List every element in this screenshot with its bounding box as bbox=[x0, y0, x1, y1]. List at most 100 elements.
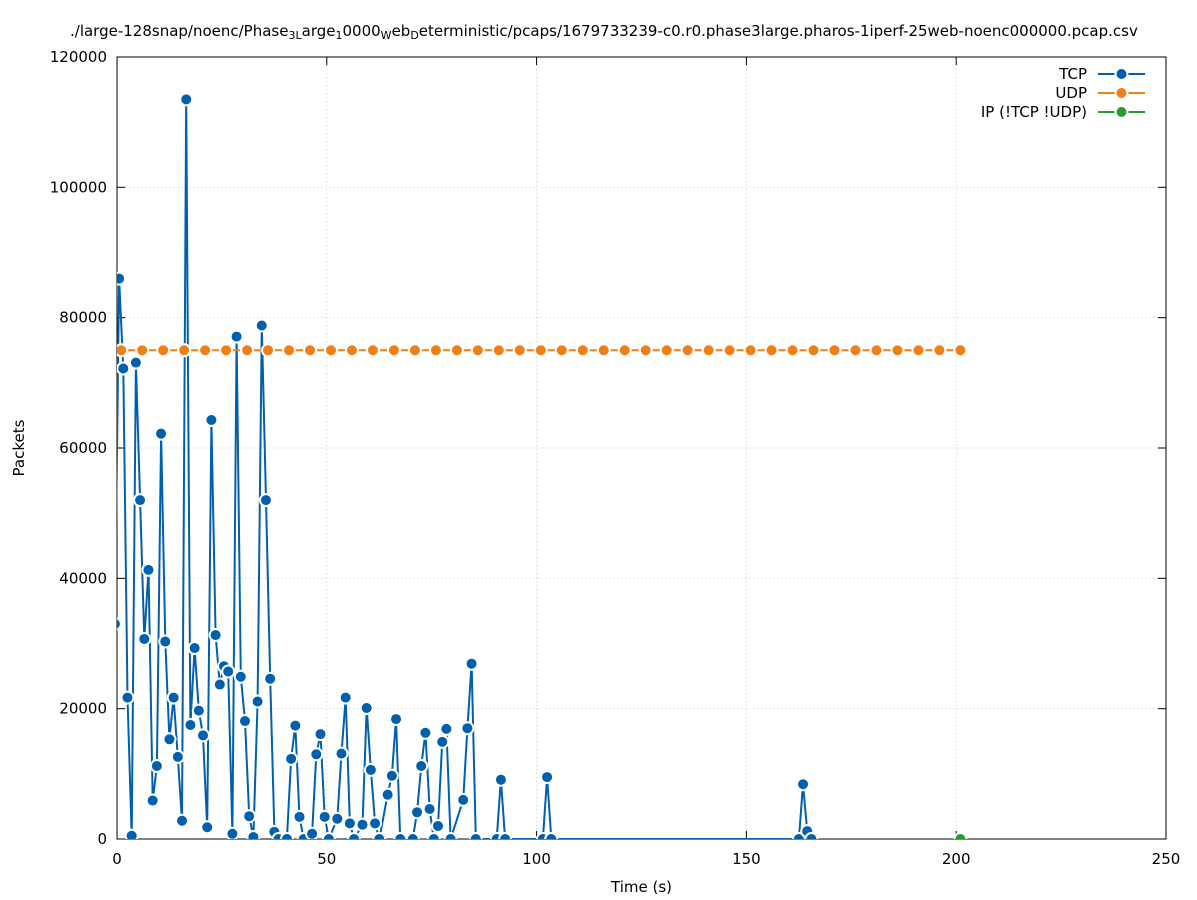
title-subscript: W bbox=[381, 29, 392, 42]
data-point bbox=[495, 774, 506, 785]
y-tick-label: 0 bbox=[97, 830, 107, 848]
data-point bbox=[451, 345, 462, 356]
data-point bbox=[143, 564, 154, 575]
data-point bbox=[798, 779, 809, 790]
data-point bbox=[424, 804, 435, 815]
data-point bbox=[437, 736, 448, 747]
data-point bbox=[850, 345, 861, 356]
data-point bbox=[416, 761, 427, 772]
labels: 0 50 100 150 200 250 0 20000 40000 60000 80000 1000… bbox=[10, 22, 1180, 896]
data-point bbox=[256, 320, 267, 331]
data-point bbox=[955, 345, 966, 356]
data-point bbox=[156, 428, 167, 439]
y-tick-label: 120000 bbox=[50, 48, 107, 66]
data-point bbox=[294, 811, 305, 822]
data-point bbox=[934, 345, 945, 356]
data-point bbox=[242, 345, 253, 356]
data-point bbox=[117, 345, 127, 356]
data-point bbox=[172, 751, 183, 762]
data-point bbox=[703, 345, 714, 356]
data-point bbox=[745, 345, 756, 356]
x-tick-label: 100 bbox=[522, 850, 551, 868]
data-point bbox=[198, 730, 209, 741]
data-point bbox=[349, 834, 360, 839]
data-point bbox=[409, 345, 420, 356]
data-point bbox=[391, 714, 402, 725]
data-point bbox=[500, 834, 511, 839]
data-point bbox=[200, 345, 211, 356]
data-point bbox=[332, 813, 343, 824]
data-point bbox=[344, 818, 355, 829]
data-point bbox=[357, 819, 368, 830]
title-segment: ./large-128snap/noenc/Phase bbox=[70, 22, 288, 40]
legend-marker bbox=[1116, 69, 1127, 79]
data-point bbox=[340, 692, 351, 703]
data-point bbox=[766, 345, 777, 356]
data-point bbox=[137, 345, 148, 356]
legend-marker bbox=[1116, 107, 1127, 117]
title-segment: arge bbox=[302, 22, 336, 40]
data-point bbox=[598, 345, 609, 356]
data-point bbox=[305, 345, 316, 356]
data-point bbox=[193, 705, 204, 716]
data-point bbox=[221, 345, 232, 356]
data-point bbox=[407, 834, 418, 839]
data-point bbox=[871, 345, 882, 356]
data-point bbox=[445, 834, 456, 839]
data-point bbox=[336, 748, 347, 759]
data-point bbox=[472, 345, 483, 356]
data-point bbox=[130, 357, 141, 368]
data-point bbox=[367, 345, 378, 356]
data-point bbox=[179, 345, 190, 356]
x-tick-label: 150 bbox=[732, 850, 761, 868]
data-point bbox=[395, 834, 406, 839]
y-tick-label: 40000 bbox=[59, 569, 107, 587]
data-point bbox=[462, 723, 473, 734]
data-point bbox=[244, 811, 255, 822]
y-tick-label: 80000 bbox=[59, 309, 107, 327]
title-subscript: 1 bbox=[335, 29, 342, 42]
series-line bbox=[117, 98, 813, 839]
data-point bbox=[223, 666, 234, 677]
series-tcp bbox=[117, 92, 819, 839]
data-point bbox=[640, 345, 651, 356]
data-point bbox=[370, 818, 381, 829]
y-tick-label: 100000 bbox=[50, 178, 107, 196]
data-point bbox=[135, 495, 146, 506]
data-point bbox=[210, 630, 221, 641]
data-point bbox=[374, 834, 385, 839]
data-point bbox=[542, 772, 553, 783]
data-point bbox=[126, 830, 137, 839]
grid bbox=[117, 57, 1166, 839]
series-layer bbox=[117, 92, 968, 839]
data-point bbox=[214, 679, 225, 690]
data-point bbox=[158, 345, 169, 356]
legend-label: IP (!TCP !UDP) bbox=[981, 103, 1087, 121]
data-point bbox=[290, 720, 301, 731]
data-point bbox=[787, 345, 798, 356]
title-segment: eb bbox=[392, 22, 411, 40]
data-point bbox=[235, 671, 246, 682]
data-point bbox=[412, 807, 423, 818]
data-point bbox=[315, 729, 326, 740]
data-point bbox=[323, 834, 334, 839]
data-point bbox=[913, 345, 924, 356]
data-point bbox=[122, 692, 133, 703]
data-point bbox=[164, 734, 175, 745]
legend-label: TCP bbox=[1058, 65, 1087, 83]
data-point bbox=[808, 345, 819, 356]
data-point bbox=[556, 345, 567, 356]
data-point bbox=[252, 696, 263, 707]
data-point bbox=[286, 753, 297, 764]
data-point bbox=[307, 828, 318, 839]
data-point bbox=[263, 345, 274, 356]
data-point bbox=[260, 495, 271, 506]
data-point bbox=[202, 822, 213, 833]
data-point bbox=[151, 761, 162, 772]
data-point bbox=[619, 345, 630, 356]
data-point bbox=[189, 643, 200, 654]
title-subscript: 3L bbox=[288, 29, 302, 42]
data-point bbox=[311, 749, 322, 760]
